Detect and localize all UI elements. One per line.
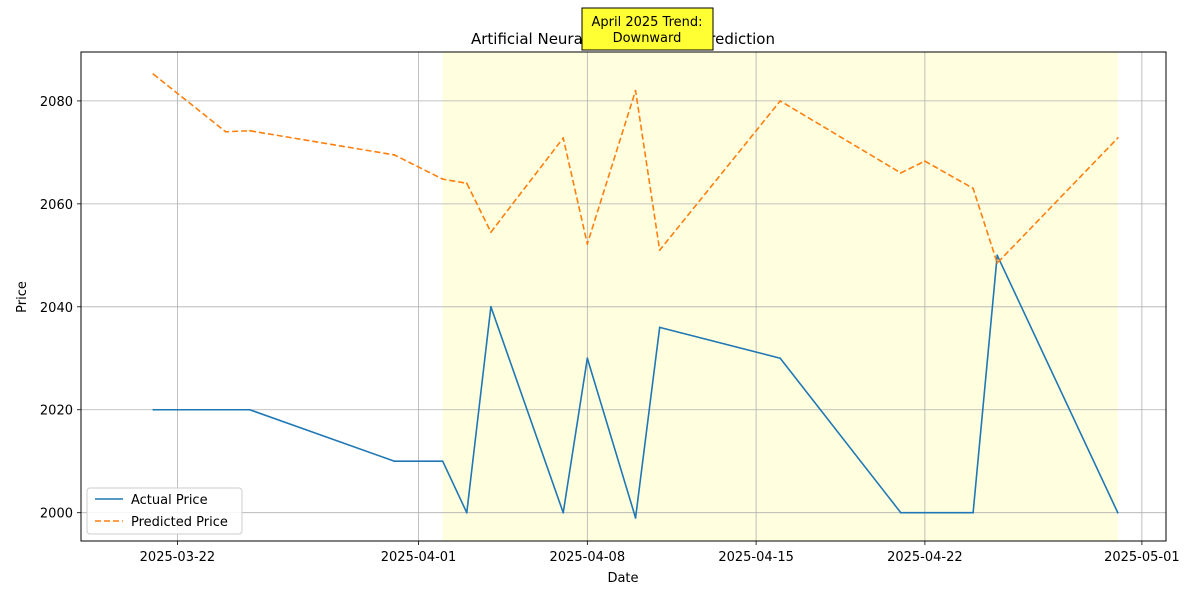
data-point-predicted-price [923, 160, 926, 163]
data-point-actual-price [562, 511, 565, 514]
data-point-actual-price [465, 511, 468, 514]
data-point-predicted-price [634, 89, 637, 92]
x-tick-label: 2025-04-01 [381, 550, 457, 565]
data-point-actual-price [899, 511, 902, 514]
data-point-actual-price [972, 511, 975, 514]
data-point-actual-price [152, 408, 155, 411]
legend-label-actual: Actual Price [131, 493, 208, 508]
annotation-line-1: April 2025 Trend: [591, 15, 702, 30]
data-point-actual-price [586, 357, 589, 360]
y-axis-title: Price [15, 281, 30, 313]
trend-annotation: April 2025 Trend: Downward [581, 7, 714, 51]
legend: Actual Price Predicted Price [86, 487, 243, 535]
x-tick-label: 2025-05-01 [1104, 550, 1180, 565]
data-point-actual-price [658, 326, 661, 329]
data-point-actual-price [393, 460, 396, 463]
y-tick-label: 2000 [40, 507, 73, 522]
x-tick-label: 2025-04-22 [887, 550, 963, 565]
y-tick-label: 2080 [40, 95, 73, 110]
x-tick-label: 2025-03-22 [140, 550, 216, 565]
data-point-predicted-price [562, 137, 565, 139]
data-point-actual-price [1116, 511, 1119, 514]
data-point-actual-price [441, 460, 444, 463]
data-point-predicted-price [152, 73, 155, 76]
data-point-predicted-price [899, 172, 902, 174]
y-tick-label: 2020 [40, 404, 73, 419]
highlight-span [442, 52, 1118, 541]
annotation-box [581, 7, 714, 51]
data-point-predicted-price [441, 178, 444, 181]
data-point-predicted-price [1116, 137, 1119, 139]
legend-box [86, 487, 243, 535]
y-tick-label: 2060 [40, 198, 73, 213]
x-tick-label: 2025-04-08 [550, 550, 626, 565]
x-tick-label: 2025-04-15 [718, 550, 794, 565]
data-point-predicted-price [248, 129, 251, 132]
data-point-actual-price [996, 254, 999, 257]
data-point-predicted-price [393, 154, 396, 156]
annotation-line-2: Downward [613, 31, 682, 46]
legend-label-predicted: Predicted Price [131, 515, 228, 530]
data-point-predicted-price [489, 231, 492, 234]
data-point-predicted-price [224, 130, 227, 133]
data-point-predicted-price [586, 243, 589, 245]
data-point-actual-price [634, 516, 637, 519]
plot-frame [80, 51, 1167, 542]
data-point-actual-price [248, 408, 251, 411]
data-point-predicted-price [465, 182, 468, 185]
data-point-actual-price [489, 305, 492, 308]
x-axis-title: Date [607, 571, 638, 586]
data-point-predicted-price [972, 187, 975, 190]
y-tick-label: 2040 [40, 301, 73, 316]
data-point-actual-price [779, 357, 782, 360]
data-point-predicted-price [658, 249, 661, 252]
data-point-predicted-price [779, 100, 782, 102]
data-point-predicted-price [996, 262, 999, 264]
